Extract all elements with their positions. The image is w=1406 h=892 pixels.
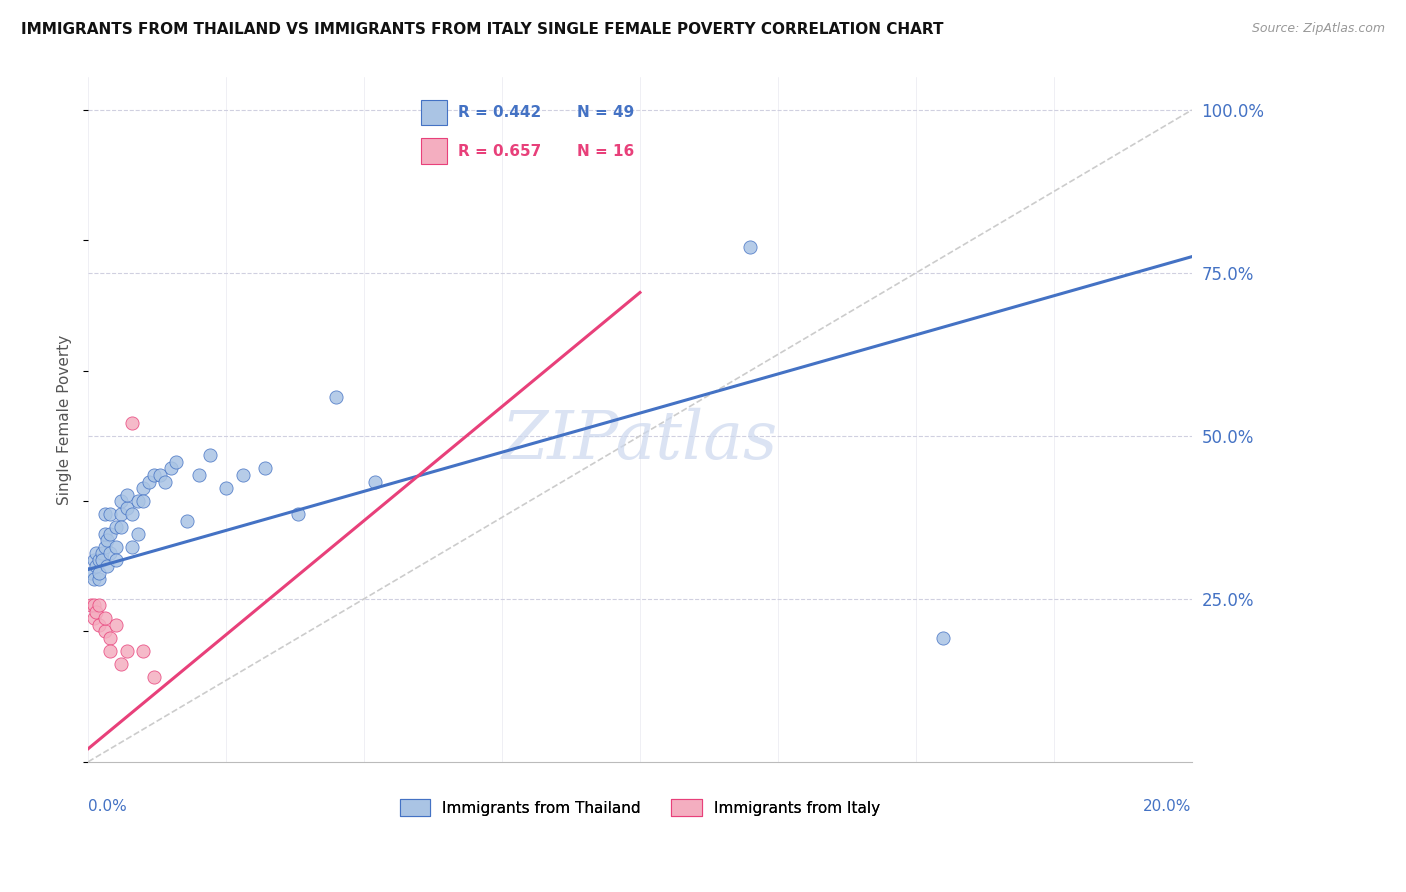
Point xyxy=(121,416,143,430)
Point xyxy=(98,507,121,521)
Point xyxy=(93,624,115,639)
Point xyxy=(98,526,121,541)
Point xyxy=(132,481,155,495)
Point xyxy=(121,507,143,521)
Point xyxy=(115,487,138,501)
Point xyxy=(364,475,387,489)
Text: 20.0%: 20.0% xyxy=(1143,799,1192,814)
Point xyxy=(115,644,138,658)
Point xyxy=(104,540,127,554)
Point xyxy=(104,553,127,567)
Point xyxy=(138,475,160,489)
Point xyxy=(287,507,309,521)
Point xyxy=(91,553,114,567)
Point xyxy=(110,494,132,508)
Point xyxy=(104,520,127,534)
Point xyxy=(110,657,132,671)
Point xyxy=(121,540,143,554)
Point xyxy=(132,644,155,658)
Point xyxy=(89,618,111,632)
Point xyxy=(89,566,111,580)
Text: ZIPatlas: ZIPatlas xyxy=(502,408,778,473)
Point xyxy=(83,599,105,613)
Point xyxy=(127,494,149,508)
Point xyxy=(86,605,108,619)
Point xyxy=(325,390,347,404)
Point xyxy=(98,631,121,645)
Point xyxy=(91,546,114,560)
Y-axis label: Single Female Poverty: Single Female Poverty xyxy=(58,334,72,505)
Point xyxy=(83,611,105,625)
Point xyxy=(740,240,762,254)
Point xyxy=(93,540,115,554)
Point xyxy=(176,514,198,528)
Point xyxy=(198,449,221,463)
Point xyxy=(132,494,155,508)
Point xyxy=(149,468,172,483)
Point xyxy=(187,468,209,483)
Point xyxy=(96,533,118,548)
Point xyxy=(89,553,111,567)
Point xyxy=(215,481,238,495)
Point xyxy=(115,500,138,515)
Point xyxy=(155,475,177,489)
Point xyxy=(86,559,108,574)
Point xyxy=(127,526,149,541)
Point xyxy=(89,572,111,586)
Point xyxy=(104,618,127,632)
Point xyxy=(110,520,132,534)
Point xyxy=(253,461,276,475)
Point xyxy=(160,461,183,475)
Point xyxy=(80,566,103,580)
Legend: Immigrants from Thailand, Immigrants from Italy: Immigrants from Thailand, Immigrants fro… xyxy=(394,793,887,822)
Point xyxy=(93,611,115,625)
Point xyxy=(165,455,187,469)
Text: IMMIGRANTS FROM THAILAND VS IMMIGRANTS FROM ITALY SINGLE FEMALE POVERTY CORRELAT: IMMIGRANTS FROM THAILAND VS IMMIGRANTS F… xyxy=(21,22,943,37)
Point xyxy=(143,670,166,684)
Text: Source: ZipAtlas.com: Source: ZipAtlas.com xyxy=(1251,22,1385,36)
Point xyxy=(96,559,118,574)
Point xyxy=(83,553,105,567)
Point xyxy=(98,644,121,658)
Point xyxy=(232,468,254,483)
Point xyxy=(89,599,111,613)
Point xyxy=(932,631,955,645)
Point xyxy=(110,507,132,521)
Text: 0.0%: 0.0% xyxy=(89,799,127,814)
Point xyxy=(143,468,166,483)
Point xyxy=(93,507,115,521)
Point xyxy=(98,546,121,560)
Point xyxy=(86,546,108,560)
Point xyxy=(83,572,105,586)
Point xyxy=(80,599,103,613)
Point xyxy=(93,526,115,541)
